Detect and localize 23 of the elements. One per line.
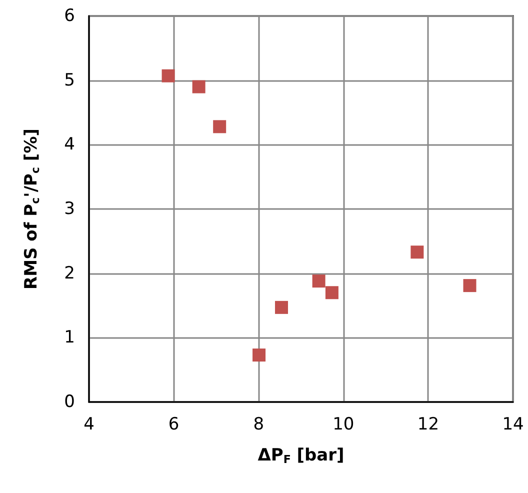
- x-tick-label: 10: [332, 414, 354, 434]
- y-tick-label: 3: [64, 199, 75, 219]
- x-tick-label: 4: [84, 414, 94, 434]
- y-axis-title: RMS of Pc'/Pc [%]: [22, 128, 42, 290]
- y-tick-label: 5: [64, 70, 75, 90]
- point: [252, 348, 266, 362]
- point: [192, 80, 206, 94]
- point: [162, 69, 175, 82]
- x-tick-label: 8: [253, 414, 264, 434]
- y-tick-label: 1: [64, 328, 75, 348]
- y-tick-label: 0: [64, 392, 75, 412]
- x-tick-label: 12: [417, 414, 440, 434]
- y-tick-label: 4: [64, 134, 75, 155]
- y-tick-label: 2: [64, 263, 75, 284]
- point: [410, 246, 424, 259]
- point: [274, 300, 288, 314]
- x-tick-label: 14: [502, 414, 524, 434]
- point: [213, 120, 226, 134]
- point: [312, 274, 326, 288]
- point: [463, 279, 476, 292]
- y-tick-label: 6: [64, 6, 75, 26]
- x-tick-label: 6: [168, 414, 180, 434]
- point: [325, 286, 338, 300]
